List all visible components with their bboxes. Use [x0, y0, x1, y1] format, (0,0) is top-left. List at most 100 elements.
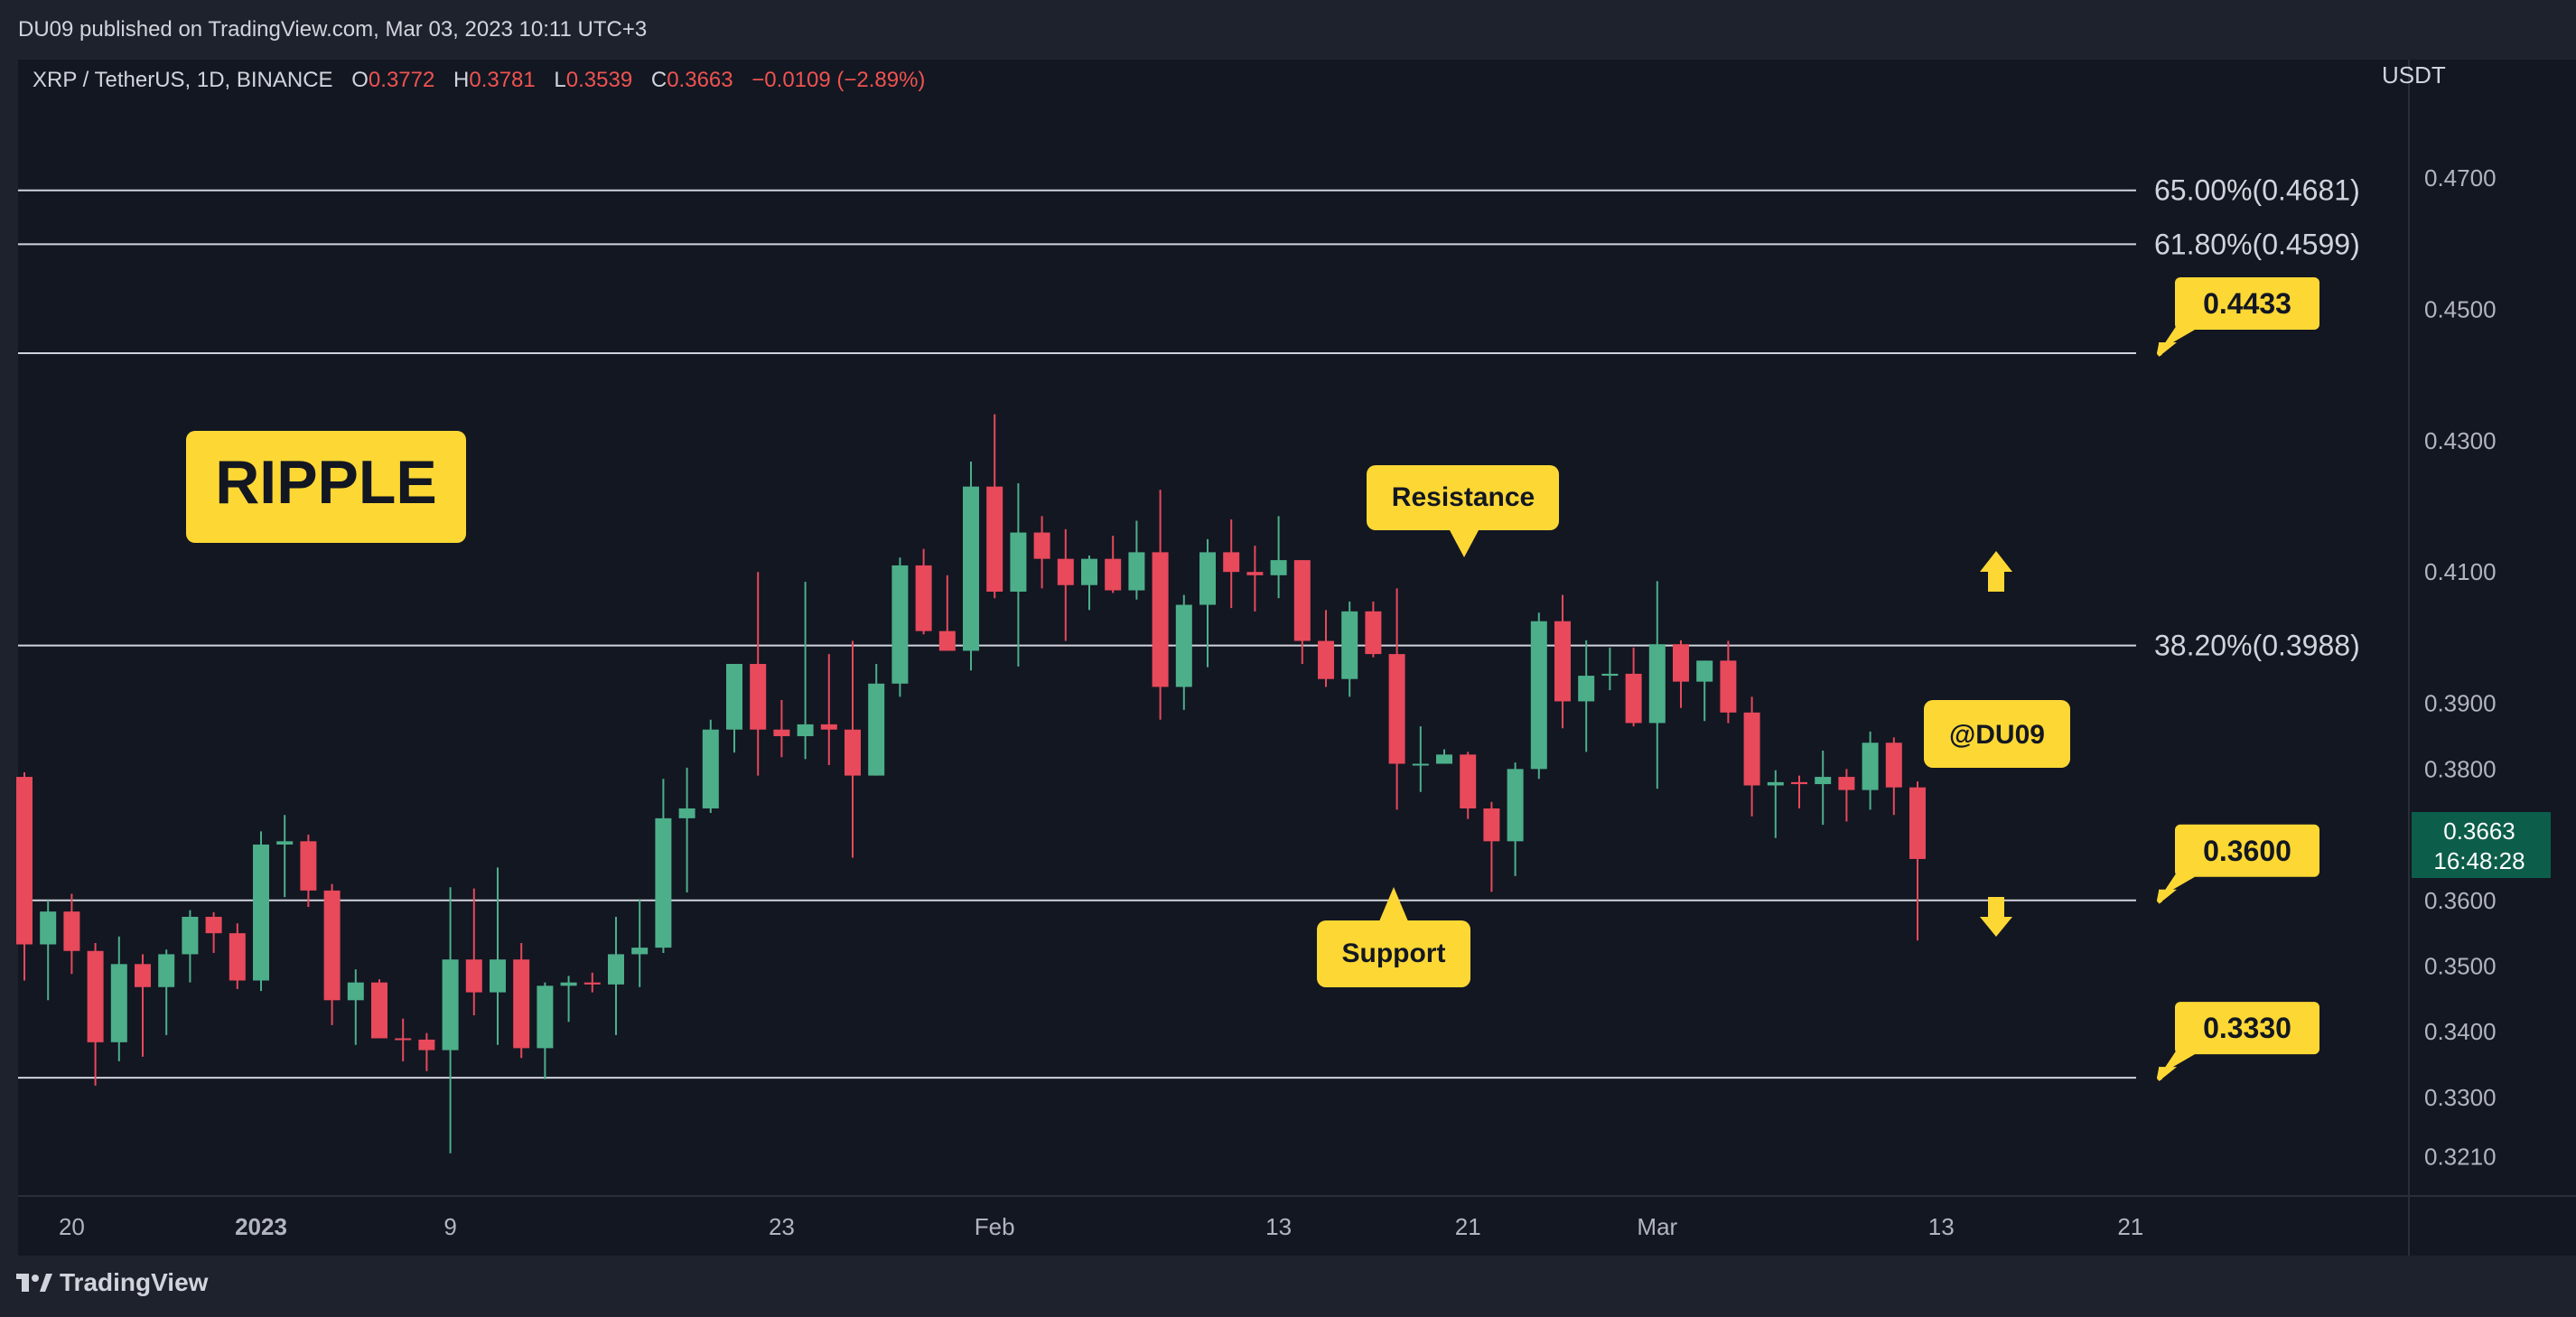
brand-name: TradingView [60, 1268, 209, 1296]
candle-body [371, 982, 387, 1039]
price-tick-label: 0.3800 [2424, 755, 2497, 782]
candle-down [1791, 775, 1807, 808]
fib-level-label: 65.00%(0.4681) [2154, 174, 2360, 207]
candle-up [182, 910, 199, 983]
candle-body [678, 808, 695, 818]
candle-body [1010, 532, 1027, 593]
candle-down [205, 911, 222, 953]
candle-up [1696, 660, 1713, 722]
candle-down [1033, 516, 1050, 589]
candle-body [1033, 532, 1050, 559]
candle-down [1365, 601, 1382, 658]
publish-header: DU09 published on TradingView.com, Mar 0… [0, 0, 2576, 60]
candle-down [820, 654, 837, 765]
level-price-label: 0.3330 [2203, 1012, 2291, 1044]
candle-down [1625, 647, 1642, 727]
candle-body [1199, 552, 1216, 605]
candle-body [1838, 777, 1855, 790]
candle-body [963, 486, 979, 651]
ripple-title-box: RIPPLE [186, 431, 466, 543]
time-tick-label: 21 [1455, 1213, 1481, 1240]
watermark-callout: @DU09 [1924, 700, 2070, 768]
candle-body [1815, 777, 1832, 785]
candle-down [1554, 594, 1571, 729]
level-tag-connector [2161, 1047, 2195, 1075]
candle-up [1815, 750, 1832, 826]
candle-down [1460, 752, 1477, 819]
candle-body [1554, 621, 1571, 702]
candle-down [1909, 781, 1926, 941]
candle-down [1885, 737, 1902, 816]
candle-body [63, 911, 80, 951]
candle-up [963, 462, 979, 671]
current-price-value: 0.3663 [2443, 817, 2515, 845]
candle-body [938, 630, 956, 651]
candle-up [655, 779, 672, 953]
candle-body [1388, 654, 1405, 764]
resistance-callout: Resistance [1367, 465, 1559, 557]
candle-up [1341, 601, 1358, 697]
current-price-tag: 0.3663 16:48:28 [2412, 812, 2551, 878]
price-axis-background [2409, 60, 2576, 1256]
candle-down [229, 923, 246, 989]
candle-up [1601, 647, 1619, 691]
time-tick-label: 21 [2117, 1213, 2143, 1240]
candle-body [1767, 781, 1784, 786]
price-tick-label: 0.3400 [2424, 1018, 2497, 1045]
candle-up [1648, 581, 1666, 789]
candle-body [1720, 660, 1737, 713]
candle-body [1081, 558, 1097, 585]
candle-down [87, 943, 104, 1086]
candle-body [323, 890, 341, 1001]
legend-high-label: H [453, 68, 469, 92]
tradingview-logo-icon [16, 1274, 52, 1292]
candle-down [135, 954, 151, 1057]
candle-up [560, 976, 577, 1023]
level-anchor-dot [2157, 897, 2162, 903]
candle-body [726, 663, 742, 730]
candle-down [938, 574, 956, 651]
price-tick-label: 0.4700 [2424, 164, 2497, 191]
candle-body [465, 959, 482, 993]
resistance-label: Resistance [1392, 482, 1535, 512]
price-axis-ticks: 0.47000.45000.43000.41000.39000.38000.37… [2424, 164, 2497, 1170]
candle-down [1483, 801, 1500, 892]
candle-body [276, 841, 294, 845]
price-tick-label: 0.3900 [2424, 690, 2497, 717]
candle-down [323, 883, 341, 1025]
price-tick-label: 0.3210 [2424, 1143, 2497, 1170]
candle-down [16, 771, 33, 981]
arrow-down-icon [1980, 897, 2012, 937]
time-tick-label: Mar [1637, 1213, 1677, 1240]
candle-body [1862, 743, 1879, 790]
candle-body [1578, 676, 1595, 702]
footer-brand[interactable]: TradingView [16, 1268, 208, 1297]
candle-up [110, 936, 127, 1061]
legend-open-label: O [351, 68, 369, 92]
candle-up [1578, 640, 1595, 752]
price-tick-label: 0.4300 [2424, 427, 2497, 454]
candle-body [845, 729, 861, 776]
candle-body [583, 982, 601, 985]
candle-body [182, 916, 199, 955]
candle-body [1105, 558, 1122, 591]
candle-body [1318, 640, 1334, 679]
candle-body [16, 777, 33, 945]
level-price-label: 0.4433 [2203, 287, 2291, 320]
candle-down [1720, 640, 1737, 724]
time-tick-label: Feb [975, 1213, 1015, 1240]
time-tick-label: 9 [443, 1213, 456, 1240]
time-tick-label: 2023 [235, 1213, 287, 1240]
candle-body [1507, 769, 1524, 842]
candle-up [253, 831, 269, 992]
candle-down [845, 640, 861, 858]
candle-down [465, 888, 482, 1016]
candle-body [229, 933, 246, 981]
candle-body [1460, 754, 1477, 808]
level-price-tag [2175, 824, 2319, 877]
candle-body [1128, 552, 1145, 591]
candle-body [253, 844, 269, 981]
candle-body [1483, 808, 1500, 842]
price-tick-label: 0.3500 [2424, 952, 2497, 979]
